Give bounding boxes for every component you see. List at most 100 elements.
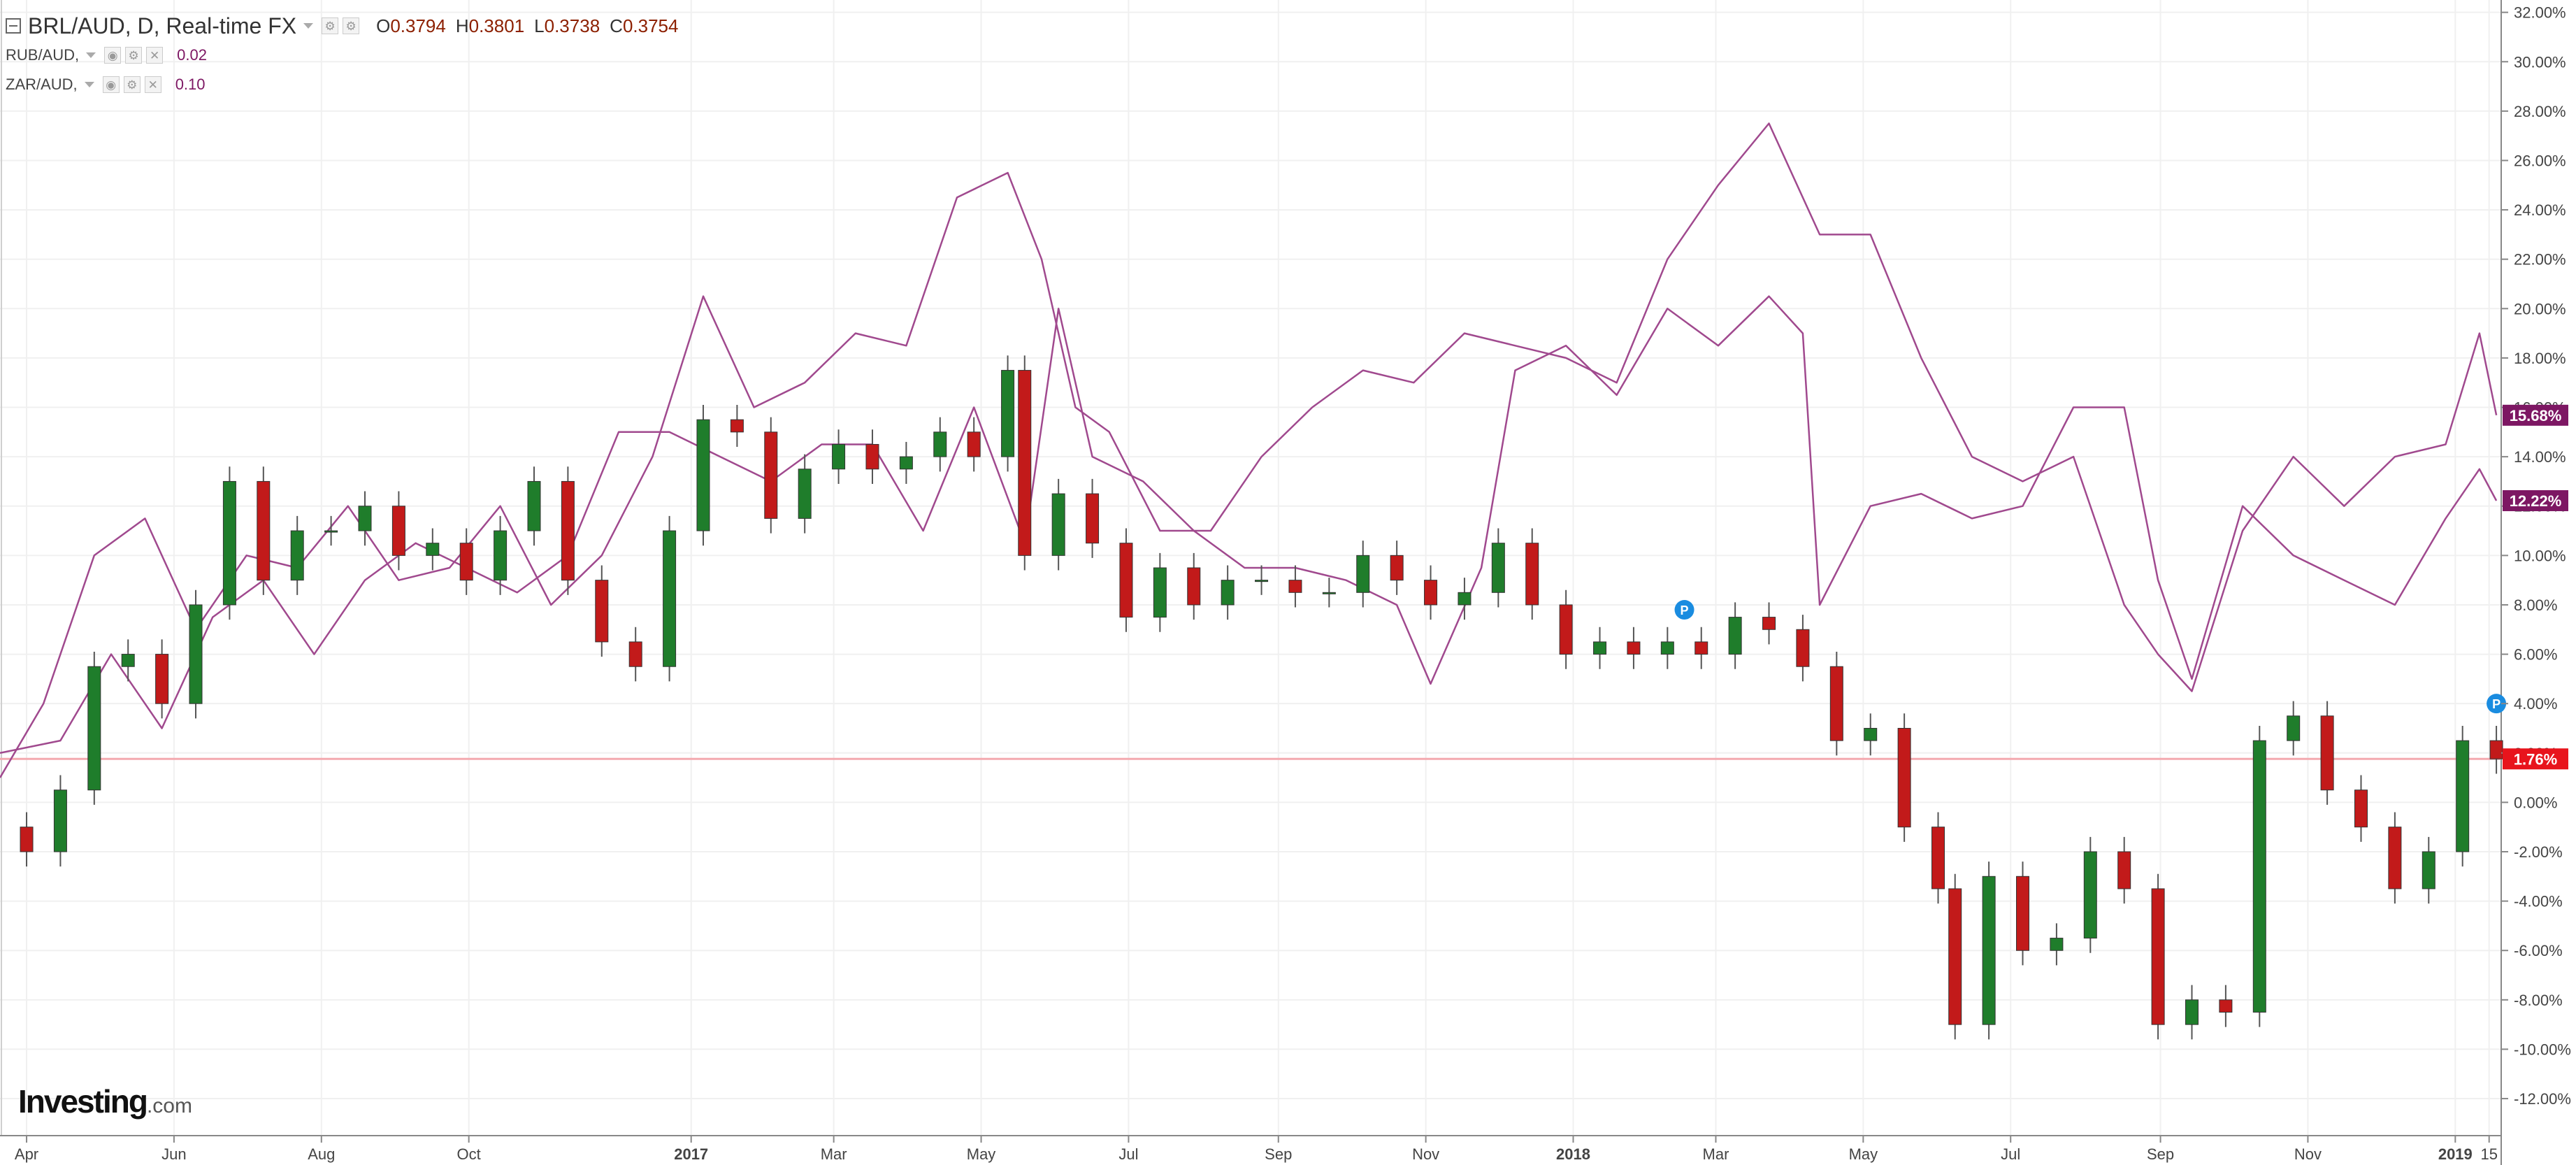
price-badges: 15.68% 12.22% 1.76% bbox=[2503, 404, 2568, 770]
x-tick-label: May bbox=[1849, 1145, 1878, 1163]
x-tick-label: Aug bbox=[308, 1145, 335, 1163]
settings-icon[interactable]: ⚙ bbox=[125, 47, 143, 64]
y-tick-label: -10.00% bbox=[2514, 1041, 2571, 1058]
time-axis[interactable]: Apr Jun Aug Oct 2017 Mar May Jul Sep Nov 2018 Mar Ma… bbox=[15, 1136, 2498, 1163]
candle-body bbox=[1728, 617, 1742, 655]
candle-body bbox=[2185, 999, 2199, 1025]
settings-icon[interactable]: ⚙ bbox=[123, 76, 141, 93]
candle-body bbox=[2287, 715, 2301, 741]
candle-body bbox=[1288, 580, 1302, 593]
x-tick-label: May bbox=[967, 1145, 996, 1163]
candle-body bbox=[358, 506, 372, 531]
y-tick-label: 30.00% bbox=[2514, 53, 2566, 71]
candle-body bbox=[426, 543, 440, 556]
candle-body bbox=[1390, 555, 1404, 581]
close-icon[interactable]: ✕ bbox=[144, 76, 161, 93]
candle-body bbox=[53, 789, 67, 852]
x-tick-label: 15 bbox=[2480, 1145, 2497, 1163]
y-tick-label: 4.00% bbox=[2514, 695, 2557, 713]
comparison-series bbox=[0, 122, 2498, 778]
price-badge-label: 1.76% bbox=[2514, 750, 2557, 768]
y-tick-label: 22.00% bbox=[2514, 251, 2566, 269]
settings-icon[interactable]: ⚙ bbox=[322, 17, 339, 34]
y-tick-label: 32.00% bbox=[2514, 4, 2566, 22]
logo-brand: Investing bbox=[18, 1083, 148, 1120]
x-tick-label: Mar bbox=[821, 1145, 847, 1163]
candle-body bbox=[121, 654, 135, 667]
candlestick-series bbox=[20, 355, 2503, 1040]
x-tick-label: 2019 bbox=[2438, 1145, 2473, 1163]
candle-body bbox=[1559, 604, 1573, 655]
candle-body bbox=[2151, 888, 2165, 1025]
x-tick-label: Nov bbox=[2294, 1145, 2322, 1163]
candle-body bbox=[967, 431, 981, 457]
y-tick-label: -4.00% bbox=[2514, 893, 2563, 910]
x-tick-label: Jul bbox=[2001, 1145, 2020, 1163]
indicator-legend-zar[interactable]: ZAR/AUD, ◉ ⚙ ✕ 0.10 bbox=[6, 70, 688, 99]
indicator-legend-rub[interactable]: RUB/AUD, ◉ ⚙ ✕ 0.02 bbox=[6, 41, 688, 70]
collapse-icon[interactable] bbox=[6, 18, 21, 34]
candle-body bbox=[155, 654, 169, 704]
indicator-name[interactable]: ZAR/AUD, bbox=[6, 76, 78, 93]
indicator-name[interactable]: RUB/AUD, bbox=[6, 46, 80, 64]
close-icon[interactable]: ✕ bbox=[146, 47, 164, 64]
candle-body bbox=[1796, 629, 1810, 667]
indicator-value: 0.02 bbox=[177, 46, 207, 64]
main-symbol-label[interactable]: BRL/AUD, D, Real-time FX bbox=[28, 13, 297, 38]
indicator-value: 0.10 bbox=[175, 76, 206, 93]
candle-body bbox=[189, 604, 203, 704]
low-label: L bbox=[534, 15, 545, 36]
candle-body bbox=[1491, 543, 1505, 593]
y-tick-label: 26.00% bbox=[2514, 152, 2566, 169]
x-tick-label: Nov bbox=[1412, 1145, 1439, 1163]
candle-body bbox=[1153, 567, 1167, 618]
visibility-icon[interactable]: ◉ bbox=[104, 47, 122, 64]
chevron-down-icon[interactable] bbox=[86, 52, 96, 58]
main-series-legend[interactable]: BRL/AUD, D, Real-time FX ⚙ ⚙ O0.3794 H0.3… bbox=[6, 11, 688, 41]
y-tick-label: 20.00% bbox=[2514, 300, 2566, 317]
candle-body bbox=[865, 443, 879, 470]
candle-body bbox=[798, 469, 812, 519]
y-tick-label: 8.00% bbox=[2514, 596, 2557, 614]
high-label: H bbox=[455, 15, 469, 36]
close-value: 0.3754 bbox=[622, 15, 679, 36]
marker-label: P bbox=[1681, 603, 1689, 617]
candle-body bbox=[257, 480, 271, 581]
chevron-down-icon[interactable] bbox=[303, 23, 314, 29]
candle-body bbox=[1897, 727, 1911, 828]
candle-body bbox=[2117, 851, 2131, 889]
candle-body bbox=[1948, 888, 1962, 1025]
price-badge bbox=[2503, 404, 2568, 426]
marker-dot bbox=[1674, 600, 1694, 620]
candle-body bbox=[1982, 875, 1996, 1025]
y-tick-label: 6.00% bbox=[2514, 646, 2557, 664]
y-tick-label: 24.00% bbox=[2514, 201, 2566, 219]
candle-body bbox=[2050, 938, 2064, 951]
candle-body bbox=[527, 480, 541, 531]
x-tick-label: Sep bbox=[2147, 1145, 2174, 1163]
candle-body bbox=[2456, 740, 2470, 852]
candle-body bbox=[391, 506, 405, 556]
candle-body bbox=[764, 431, 778, 519]
candle-body bbox=[20, 827, 34, 852]
candle-body bbox=[1424, 580, 1438, 606]
candle-body bbox=[2388, 827, 2402, 889]
y-tick-label: -8.00% bbox=[2514, 992, 2563, 1009]
candle-body bbox=[1593, 641, 1607, 655]
candle-body bbox=[933, 431, 947, 457]
price-badge-label: 15.68% bbox=[2510, 407, 2562, 424]
candle-body bbox=[2219, 999, 2233, 1013]
format-icon[interactable]: ⚙ bbox=[343, 17, 360, 34]
candle-body bbox=[1356, 555, 1370, 593]
y-tick-label: -2.00% bbox=[2514, 843, 2563, 861]
x-tick-label: Jun bbox=[161, 1145, 186, 1163]
visibility-icon[interactable]: ◉ bbox=[102, 76, 120, 93]
chevron-down-icon[interactable] bbox=[84, 82, 94, 87]
candle-body bbox=[832, 443, 846, 470]
series-line-rub-aud bbox=[0, 122, 2498, 778]
candle-body bbox=[899, 456, 913, 470]
candle-body bbox=[1018, 370, 1032, 556]
candle-body bbox=[1660, 641, 1674, 655]
candle-body bbox=[663, 530, 677, 667]
